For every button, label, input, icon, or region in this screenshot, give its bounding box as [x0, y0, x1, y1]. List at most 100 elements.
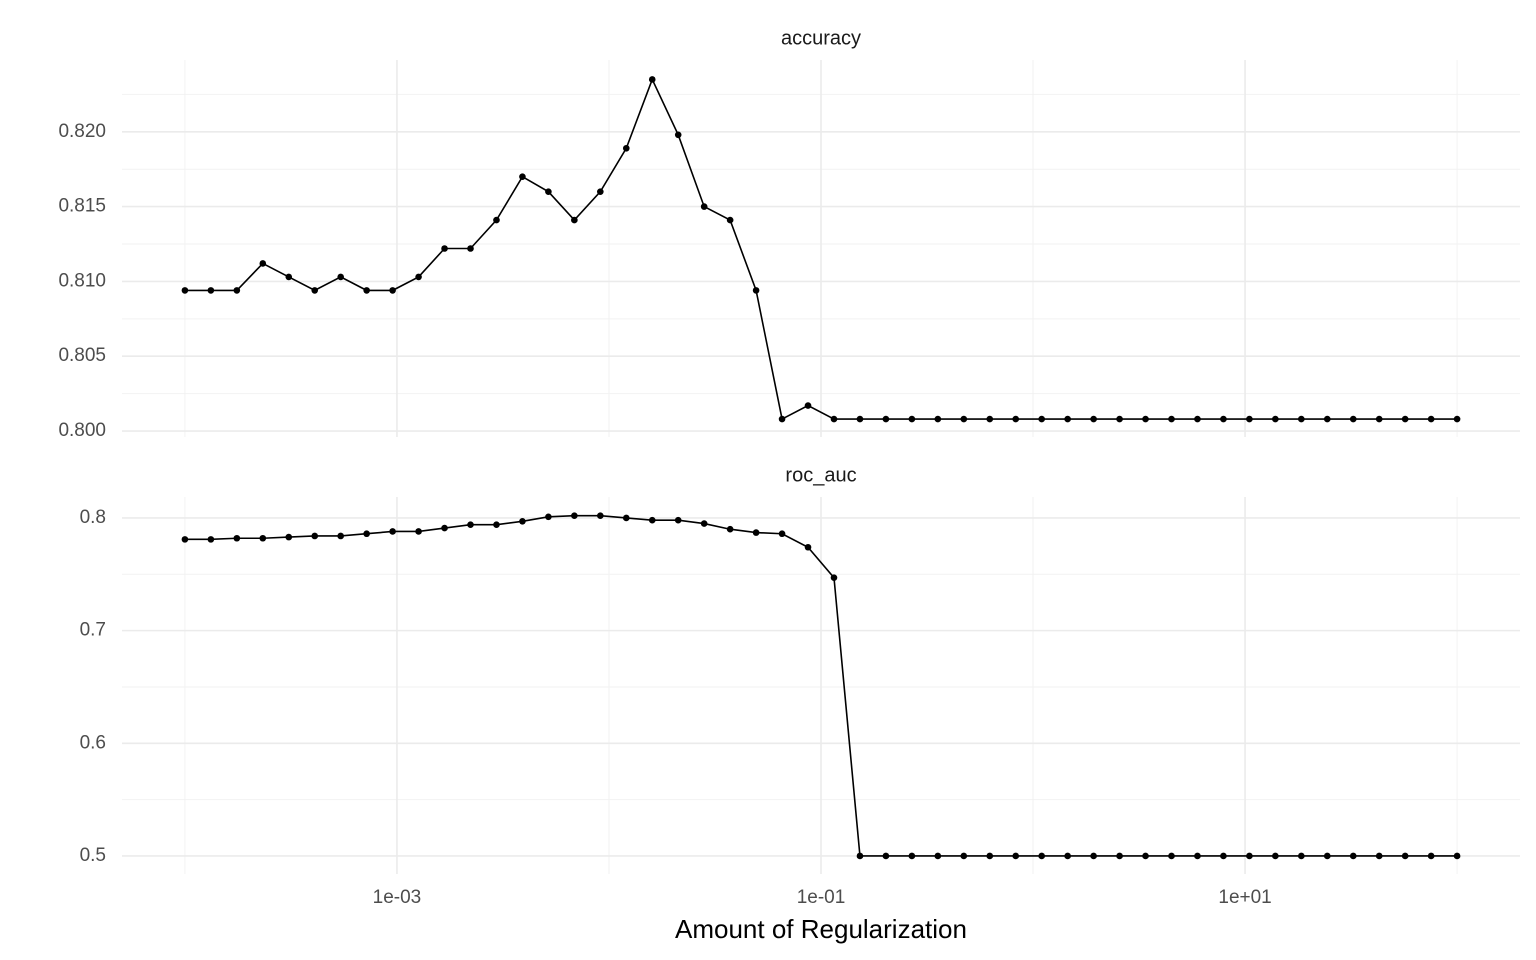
data-point: [804, 402, 812, 409]
data-point: [207, 536, 215, 543]
data-point: [648, 76, 656, 83]
data-point: [908, 852, 916, 860]
data-point: [1349, 852, 1357, 860]
data-point: [674, 516, 682, 524]
data-point: [1246, 415, 1253, 423]
data-point: [1142, 852, 1149, 860]
y-tick-label: 0.810: [58, 270, 106, 291]
data-point: [648, 516, 656, 524]
data-point: [1349, 415, 1357, 423]
data-point: [882, 415, 890, 423]
data-point: [311, 287, 319, 294]
data-point: [622, 514, 630, 522]
data-point: [1116, 852, 1123, 860]
data-point: [934, 415, 942, 423]
data-point: [778, 415, 786, 423]
data-point: [804, 543, 812, 551]
data-point: [181, 287, 189, 294]
data-point: [700, 520, 708, 527]
data-point: [674, 131, 682, 139]
data-point: [882, 852, 890, 860]
data-point: [233, 534, 241, 542]
panel-title: accuracy: [781, 27, 861, 49]
data-point: [1194, 852, 1201, 860]
panel-title: roc_auc: [785, 464, 856, 486]
data-point: [960, 415, 968, 423]
data-point: [233, 287, 241, 294]
x-tick-label: 1e-03: [373, 887, 422, 908]
data-point: [752, 529, 760, 536]
data-point: [467, 521, 474, 529]
data-point: [389, 528, 396, 535]
data-point: [1298, 415, 1305, 423]
data-point: [1427, 415, 1435, 423]
data-point: [1038, 415, 1045, 423]
data-point: [545, 513, 552, 521]
data-point: [700, 203, 708, 210]
data-point: [1220, 415, 1227, 423]
x-tick-label: 1e-01: [797, 887, 846, 908]
data-point: [830, 574, 838, 581]
data-point: [622, 144, 630, 152]
data-point: [441, 524, 448, 532]
data-point: [259, 534, 267, 542]
data-point: [856, 415, 864, 423]
data-point: [986, 852, 994, 860]
data-point: [1038, 852, 1045, 860]
data-point: [597, 512, 604, 520]
data-point: [1012, 852, 1020, 860]
y-tick-label: 0.6: [80, 732, 106, 753]
data-point: [259, 260, 267, 267]
data-point: [1401, 852, 1409, 860]
data-point: [597, 188, 604, 195]
data-point: [1142, 415, 1149, 423]
data-point: [726, 216, 734, 224]
data-point: [1220, 852, 1227, 860]
data-point: [1427, 852, 1435, 860]
data-point: [1453, 852, 1461, 860]
data-point: [571, 512, 578, 520]
data-point: [1323, 852, 1331, 860]
data-point: [1272, 852, 1279, 860]
data-point: [545, 188, 552, 195]
data-point: [415, 273, 422, 281]
data-point: [1090, 415, 1097, 423]
data-point: [1064, 415, 1071, 423]
data-point: [1272, 415, 1279, 423]
data-point: [311, 532, 319, 540]
data-point: [1375, 852, 1383, 860]
data-line: [184, 514, 1458, 857]
data-point: [1401, 415, 1409, 423]
data-point: [1298, 852, 1305, 860]
data-point: [1453, 415, 1461, 423]
data-point: [1064, 852, 1071, 860]
data-point: [856, 852, 864, 860]
data-point: [1194, 415, 1201, 423]
data-point: [960, 852, 968, 860]
data-point: [1012, 415, 1020, 423]
data-point: [1246, 852, 1253, 860]
data-point: [337, 273, 344, 281]
data-point: [181, 536, 189, 543]
x-tick-label: 1e+01: [1218, 887, 1271, 908]
data-point: [519, 173, 526, 180]
data-point: [726, 525, 734, 533]
data-point: [363, 287, 370, 294]
data-point: [986, 415, 994, 423]
data-point: [1323, 415, 1331, 423]
data-point: [1116, 415, 1123, 423]
y-tick-label: 0.800: [58, 420, 106, 441]
data-point: [752, 287, 760, 294]
data-line: [184, 77, 1458, 421]
y-tick-label: 0.8: [80, 507, 106, 528]
data-point: [571, 216, 578, 224]
data-point: [830, 415, 838, 423]
data-point: [1168, 852, 1175, 860]
data-point: [285, 533, 293, 541]
y-tick-label: 0.805: [58, 345, 106, 366]
data-point: [1168, 415, 1175, 423]
data-point: [908, 415, 916, 423]
y-tick-label: 0.820: [58, 121, 106, 142]
data-point: [519, 518, 526, 525]
